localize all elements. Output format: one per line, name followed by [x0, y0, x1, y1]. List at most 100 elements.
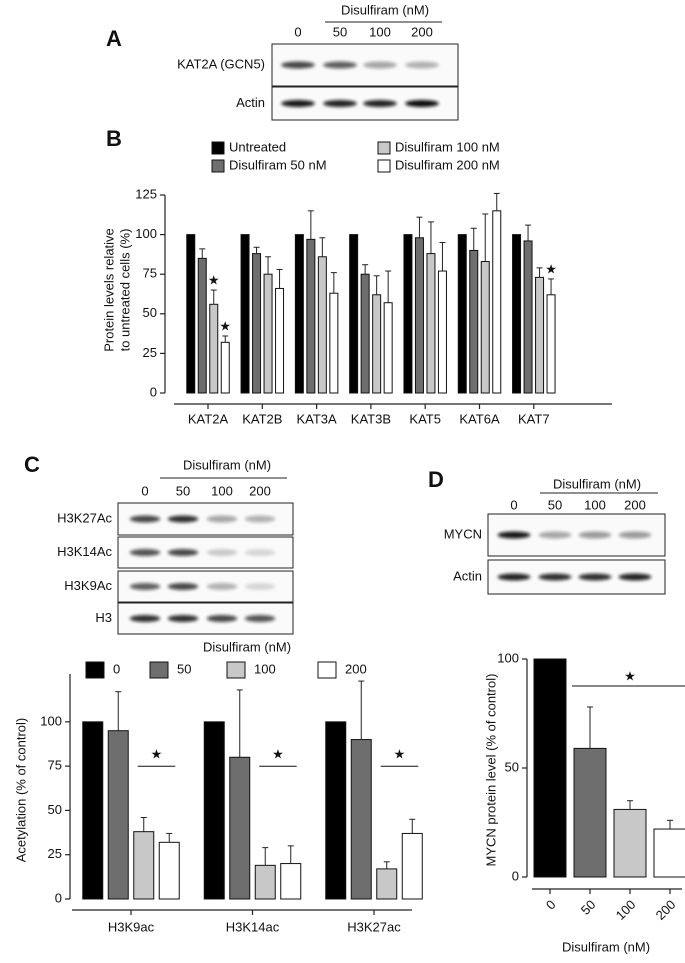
bar — [82, 721, 104, 900]
y-tick-label: 0 — [150, 384, 157, 399]
bar — [512, 234, 522, 394]
y-tick-label: 0 — [55, 890, 62, 905]
significance-star: ★ — [272, 747, 284, 762]
bar — [349, 234, 359, 394]
bar — [306, 238, 316, 394]
significance-star: ★ — [219, 318, 231, 333]
y-tick-label: 50 — [143, 305, 157, 320]
legend-swatch — [149, 661, 169, 679]
bar — [426, 253, 436, 394]
bar — [523, 240, 533, 394]
significance-star: ★ — [151, 747, 163, 762]
bar — [275, 287, 285, 394]
x-tick-label: KAT3B — [351, 411, 391, 426]
y-axis-label: MYCN protein level (% of control) — [483, 674, 498, 867]
blot-band — [244, 549, 276, 556]
bar — [197, 257, 207, 394]
y-tick-label: 50 — [505, 759, 519, 774]
bar — [480, 261, 490, 394]
blot-row-label: H3K27Ac — [57, 510, 112, 525]
blot-band — [281, 61, 315, 69]
blot-dose: 50 — [176, 483, 190, 498]
blot-treatment: Disulfiram (nM) — [183, 457, 271, 472]
y-axis-label: Acetylation (% of control) — [13, 718, 28, 863]
y-axis-label: to untreated cells (%) — [117, 229, 132, 352]
x-tick-label: H3K14ac — [226, 919, 280, 934]
y-tick-label: 100 — [40, 713, 62, 728]
x-tick-label: 0 — [543, 897, 559, 913]
bar — [325, 721, 347, 900]
legend-swatch — [377, 141, 391, 155]
blot-treatment: Disulfiram (nM) — [341, 2, 429, 17]
blot-band — [323, 61, 357, 69]
x-tick-label: KAT2A — [188, 411, 229, 426]
legend-swatch — [226, 661, 246, 679]
bar — [372, 294, 382, 394]
blot-band — [167, 549, 199, 556]
legend-label: Disulfiram 50 nM — [229, 157, 327, 172]
bar — [317, 256, 327, 394]
blot-band — [129, 515, 161, 523]
blot-band — [206, 615, 238, 622]
bar — [533, 658, 567, 878]
blot-dose: 100 — [211, 483, 233, 498]
x-tick-label: 100 — [613, 897, 639, 923]
y-axis-label: Protein levels relative — [101, 228, 116, 352]
y-tick-label: 25 — [48, 846, 62, 861]
blot-dose: 200 — [249, 483, 271, 498]
blot-band — [538, 531, 572, 539]
blot-dose: 0 — [510, 497, 517, 512]
bar — [401, 832, 423, 900]
bar — [240, 234, 250, 394]
panel-label: A — [106, 26, 122, 51]
legend-swatch — [317, 661, 337, 679]
blot-band — [363, 100, 397, 107]
bar — [254, 864, 276, 900]
blot-band — [618, 531, 652, 539]
bar — [437, 270, 447, 394]
blot-row-label: H3K9Ac — [64, 578, 112, 593]
legend-label: Disulfiram 100 nM — [395, 139, 500, 154]
blot-dose: 100 — [584, 497, 606, 512]
legend-title: Disulfiram (nM) — [203, 639, 291, 654]
blot-row-label: H3K14Ac — [57, 544, 112, 559]
blot-band — [497, 531, 531, 539]
bar — [469, 249, 479, 394]
blot-band — [206, 549, 238, 556]
blot-band — [405, 100, 439, 107]
panel-label: B — [106, 126, 122, 151]
bar — [294, 234, 304, 394]
blot-band — [405, 61, 439, 69]
bar — [263, 273, 273, 394]
bar — [209, 303, 219, 394]
bar — [403, 234, 413, 394]
significance-star: ★ — [624, 668, 636, 683]
bar — [492, 210, 502, 394]
bar — [613, 808, 647, 878]
bar — [158, 841, 180, 900]
bar — [457, 234, 467, 394]
blot-band — [129, 549, 161, 556]
blot-band — [578, 573, 612, 581]
blot-band — [244, 583, 276, 590]
legend-label: 200 — [345, 661, 367, 676]
bar — [329, 292, 339, 394]
blot-dose: 0 — [294, 24, 301, 39]
legend-swatch — [377, 159, 391, 173]
x-tick-label: KAT3A — [296, 411, 337, 426]
bar — [414, 237, 424, 394]
blot-band — [578, 531, 612, 539]
bar — [133, 831, 155, 900]
blot-band — [323, 100, 357, 107]
blot-band — [244, 615, 276, 622]
blot-dose: 100 — [369, 24, 391, 39]
bar — [535, 276, 545, 394]
blot-band — [129, 583, 161, 590]
bar — [546, 294, 556, 394]
x-tick-label: KAT2B — [242, 411, 282, 426]
y-tick-label: 100 — [135, 226, 157, 241]
y-tick-label: 25 — [143, 345, 157, 360]
bar — [653, 828, 685, 878]
blot-dose: 50 — [548, 497, 562, 512]
